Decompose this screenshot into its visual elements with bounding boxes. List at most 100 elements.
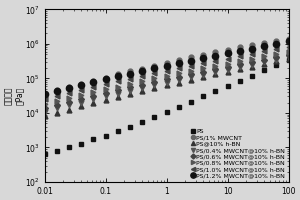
PS/0.6% MWCNT@10% h-BN — [141, 83, 144, 86]
PS/0.4% MWCNT@10% h-BN — [177, 79, 181, 81]
PS — [189, 101, 193, 103]
PS/0.4% MWCNT@10% h-BN — [104, 95, 107, 98]
PS — [141, 121, 144, 123]
PS/1.2% MWCNT@10% h-BN — [202, 57, 205, 60]
PS/1% MWCNT — [116, 73, 120, 76]
PS/0.8% MWCNT@10% h-BN — [189, 70, 193, 72]
PS/1% MWCNT — [128, 70, 132, 73]
PS/1.0% MWCNT@10% h-BN — [189, 65, 193, 67]
PS/0.8% MWCNT@10% h-BN — [274, 53, 278, 55]
Line: PS@10% h-BN: PS@10% h-BN — [42, 56, 291, 119]
PS/1.2% MWCNT@10% h-BN — [104, 78, 107, 80]
PS/0.4% MWCNT@10% h-BN — [189, 76, 193, 79]
PS/1.2% MWCNT@10% h-BN — [262, 45, 266, 47]
Line: PS/0.6% MWCNT@10% h-BN: PS/0.6% MWCNT@10% h-BN — [43, 53, 291, 110]
PS/1.0% MWCNT@10% h-BN — [80, 89, 83, 91]
PS/1.0% MWCNT@10% h-BN — [116, 80, 120, 83]
PS/1.2% MWCNT@10% h-BN — [80, 84, 83, 86]
PS/0.8% MWCNT@10% h-BN — [287, 50, 290, 53]
PS@10% h-BN — [153, 87, 156, 89]
PS — [43, 153, 46, 155]
PS/0.6% MWCNT@10% h-BN — [250, 61, 254, 63]
PS/0.4% MWCNT@10% h-BN — [67, 104, 71, 107]
PS/0.6% MWCNT@10% h-BN — [92, 95, 95, 97]
PS@10% h-BN — [238, 68, 242, 70]
PS/1% MWCNT — [67, 86, 71, 89]
PS — [92, 138, 95, 141]
PS/1.0% MWCNT@10% h-BN — [287, 45, 290, 48]
PS/1.0% MWCNT@10% h-BN — [56, 95, 59, 97]
PS/0.4% MWCNT@10% h-BN — [226, 69, 230, 71]
PS/1.2% MWCNT@10% h-BN — [67, 87, 71, 89]
PS/0.8% MWCNT@10% h-BN — [165, 75, 169, 77]
PS@10% h-BN — [189, 79, 193, 81]
PS/0.6% MWCNT@10% h-BN — [238, 63, 242, 66]
PS/0.8% MWCNT@10% h-BN — [128, 83, 132, 85]
PS/1.2% MWCNT@10% h-BN — [214, 55, 217, 57]
PS/1.0% MWCNT@10% h-BN — [177, 67, 181, 70]
PS@10% h-BN — [214, 73, 217, 76]
PS/1.0% MWCNT@10% h-BN — [128, 78, 132, 80]
Legend: PS, PS/1% MWCNT, PS@10% h-BN, PS/0.4% MWCNT@10% h-BN, PS/0.6% MWCNT@10% h-BN, PS: PS, PS/1% MWCNT, PS@10% h-BN, PS/0.4% MW… — [191, 128, 286, 179]
PS/1% MWCNT — [214, 51, 217, 53]
PS/1% MWCNT — [165, 62, 169, 64]
PS/0.4% MWCNT@10% h-BN — [43, 110, 46, 113]
Line: PS/1% MWCNT: PS/1% MWCNT — [42, 37, 291, 97]
PS/0.6% MWCNT@10% h-BN — [202, 71, 205, 73]
PS/0.4% MWCNT@10% h-BN — [250, 64, 254, 66]
PS@10% h-BN — [141, 90, 144, 92]
PS/0.4% MWCNT@10% h-BN — [153, 84, 156, 86]
PS — [67, 146, 71, 149]
PS@10% h-BN — [116, 96, 120, 98]
PS/0.6% MWCNT@10% h-BN — [226, 66, 230, 68]
PS/1% MWCNT — [92, 80, 95, 82]
PS/1.2% MWCNT@10% h-BN — [141, 70, 144, 72]
PS/0.8% MWCNT@10% h-BN — [92, 91, 95, 93]
PS/0.8% MWCNT@10% h-BN — [43, 103, 46, 105]
PS/0.8% MWCNT@10% h-BN — [226, 62, 230, 65]
PS — [226, 85, 230, 87]
PS/1% MWCNT — [238, 46, 242, 49]
PS/1% MWCNT — [43, 93, 46, 95]
PS/0.8% MWCNT@10% h-BN — [238, 60, 242, 62]
PS/0.6% MWCNT@10% h-BN — [274, 56, 278, 58]
PS/0.8% MWCNT@10% h-BN — [141, 80, 144, 82]
PS/0.6% MWCNT@10% h-BN — [287, 54, 290, 56]
PS/1.2% MWCNT@10% h-BN — [238, 50, 242, 52]
PS/1.0% MWCNT@10% h-BN — [250, 52, 254, 55]
PS — [238, 80, 242, 82]
PS/0.4% MWCNT@10% h-BN — [202, 74, 205, 76]
PS — [128, 125, 132, 128]
PS/1.0% MWCNT@10% h-BN — [67, 92, 71, 94]
PS/0.8% MWCNT@10% h-BN — [177, 72, 181, 74]
PS/0.8% MWCNT@10% h-BN — [214, 65, 217, 67]
PS/1% MWCNT — [226, 48, 230, 51]
PS/0.4% MWCNT@10% h-BN — [116, 92, 120, 95]
PS/0.8% MWCNT@10% h-BN — [262, 55, 266, 57]
PS/1.2% MWCNT@10% h-BN — [165, 65, 169, 67]
Line: PS/0.8% MWCNT@10% h-BN: PS/0.8% MWCNT@10% h-BN — [42, 49, 291, 107]
PS/1.2% MWCNT@10% h-BN — [189, 60, 193, 62]
PS/0.4% MWCNT@10% h-BN — [92, 98, 95, 101]
PS@10% h-BN — [104, 99, 107, 101]
PS@10% h-BN — [128, 93, 132, 95]
PS/1% MWCNT — [177, 59, 181, 61]
PS/1.0% MWCNT@10% h-BN — [43, 98, 46, 100]
PS — [250, 74, 254, 77]
PS/1.2% MWCNT@10% h-BN — [43, 93, 46, 95]
PS/0.8% MWCNT@10% h-BN — [104, 88, 107, 91]
PS — [262, 69, 266, 72]
PS/0.4% MWCNT@10% h-BN — [214, 71, 217, 74]
PS/1.0% MWCNT@10% h-BN — [226, 57, 230, 60]
PS/0.4% MWCNT@10% h-BN — [165, 81, 169, 84]
PS@10% h-BN — [177, 81, 181, 84]
PS — [202, 95, 205, 98]
PS/0.4% MWCNT@10% h-BN — [287, 56, 290, 59]
PS/1% MWCNT — [153, 65, 156, 67]
PS — [177, 106, 181, 108]
PS/1.0% MWCNT@10% h-BN — [238, 55, 242, 57]
PS@10% h-BN — [92, 102, 95, 105]
PS/1% MWCNT — [141, 68, 144, 70]
PS/0.6% MWCNT@10% h-BN — [189, 73, 193, 76]
PS@10% h-BN — [165, 84, 169, 87]
